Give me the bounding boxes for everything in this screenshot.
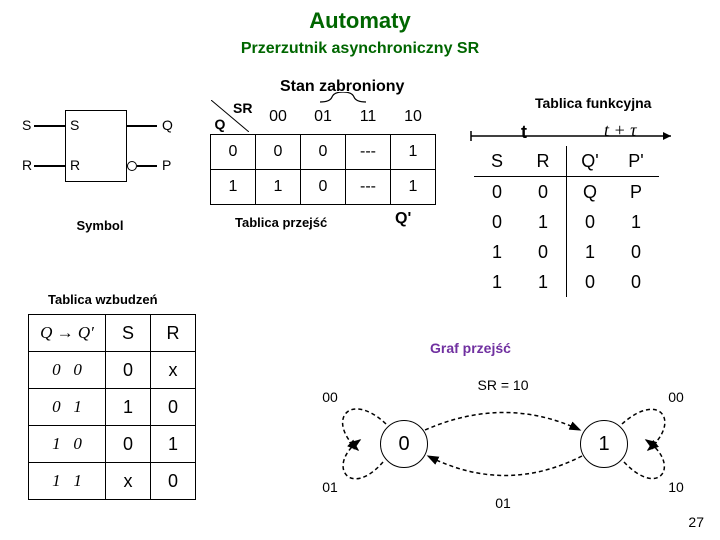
col-header: 01 — [301, 100, 346, 135]
corner-sr: SR — [233, 100, 252, 116]
col-header: 10 — [391, 100, 436, 135]
cell: 1 — [256, 170, 301, 205]
inner-s-label: S — [70, 117, 79, 133]
func-hdr: R — [520, 146, 567, 177]
cell: 1 — [391, 170, 436, 205]
sr-symbol: S S R R Q P — [20, 105, 180, 225]
wire-r — [34, 165, 65, 167]
wzb-qq: 1 0 — [29, 426, 106, 463]
func-cell: 1 — [520, 207, 567, 237]
func-cell: 1 — [613, 207, 659, 237]
wzb-corner: Q → Q′ — [29, 315, 106, 352]
edge-label: 01 — [495, 495, 511, 511]
cell: 0 — [301, 135, 346, 170]
func-cell: 1 — [520, 267, 567, 297]
output-q-label: Q — [162, 117, 173, 133]
graph-caption: Graf przejść — [430, 340, 511, 356]
func-cell: 1 — [567, 237, 614, 267]
output-p-label: P — [162, 157, 171, 173]
func-cell: 0 — [474, 207, 520, 237]
time-ttau: t + τ — [604, 120, 637, 141]
slide-subtitle: Przerzutnik asynchroniczny SR — [0, 40, 720, 58]
input-s-label: S — [22, 117, 31, 133]
func-cell: Q — [567, 177, 614, 208]
row-q: 1 — [211, 170, 256, 205]
func-cell: P — [613, 177, 659, 208]
func-hdr: Q' — [567, 146, 614, 177]
cell: 1 — [391, 135, 436, 170]
row-q: 0 — [211, 135, 256, 170]
func-cell: 1 — [474, 267, 520, 297]
edge-label: 10 — [668, 479, 684, 495]
wzb-cell: 1 — [106, 389, 151, 426]
excitation-caption: Tablica wzbudzeń — [48, 292, 158, 307]
wzb-cell: 0 — [151, 463, 196, 500]
cell: --- — [346, 135, 391, 170]
edge-label: SR = 10 — [478, 377, 529, 393]
function-table: S R Q' P' 0 0 Q P 0 1 0 1 1 0 1 0 1 1 0 … — [474, 146, 659, 297]
func-hdr: P' — [613, 146, 659, 177]
transition-table: SR Q 00 01 11 10 0 0 0 --- 1 1 1 0 --- 1 — [210, 100, 436, 205]
wzb-cell: 0 — [151, 389, 196, 426]
col-header: 11 — [346, 100, 391, 135]
edge-label: 00 — [322, 389, 338, 405]
time-t: t — [521, 122, 527, 143]
cell: 0 — [256, 135, 301, 170]
func-cell: 0 — [613, 267, 659, 297]
wzb-cell: 0 — [106, 426, 151, 463]
wire-p — [137, 165, 157, 167]
col-header: 00 — [256, 100, 301, 135]
cell: --- — [346, 170, 391, 205]
func-cell: 0 — [474, 177, 520, 208]
function-caption: Tablica funkcyjna — [535, 95, 651, 111]
excitation-table: Q → Q′ S R 0 0 0 x 0 1 1 0 1 0 0 1 1 1 x… — [28, 314, 196, 500]
state-node-0: 0 — [380, 420, 428, 468]
inner-r-label: R — [70, 157, 80, 173]
wzb-hdr: R — [151, 315, 196, 352]
func-hdr: S — [474, 146, 520, 177]
wzb-qq: 0 1 — [29, 389, 106, 426]
symbol-caption: Symbol — [20, 218, 180, 233]
input-r-label: R — [22, 157, 32, 173]
wzb-hdr: S — [106, 315, 151, 352]
wire-s — [34, 125, 65, 127]
corner-q: Q — [215, 116, 226, 132]
edge-label: 01 — [322, 479, 338, 495]
transition-caption: Tablica przejść — [235, 215, 327, 230]
func-cell: 0 — [613, 237, 659, 267]
wzb-cell: x — [151, 352, 196, 389]
wzb-cell: x — [106, 463, 151, 500]
invert-bubble — [127, 161, 137, 171]
cell: 0 — [301, 170, 346, 205]
time-arrow — [466, 118, 686, 146]
wzb-cell: 1 — [151, 426, 196, 463]
qprime-label: Q' — [395, 210, 411, 228]
func-cell: 0 — [520, 177, 567, 208]
wzb-qq: 1 1 — [29, 463, 106, 500]
wzb-qq: 0 0 — [29, 352, 106, 389]
edge-label: 00 — [668, 389, 684, 405]
wire-q — [127, 125, 157, 127]
wzb-cell: 0 — [106, 352, 151, 389]
state-graph: SR = 10 01 00 01 00 10 0 1 — [310, 360, 690, 530]
func-cell: 0 — [567, 267, 614, 297]
func-cell: 0 — [520, 237, 567, 267]
slide-number: 27 — [688, 514, 704, 530]
func-cell: 0 — [567, 207, 614, 237]
func-cell: 1 — [474, 237, 520, 267]
state-node-1: 1 — [580, 420, 628, 468]
graph-edges: SR = 10 01 00 01 00 10 — [310, 360, 690, 530]
slide-title: Automaty — [0, 8, 720, 34]
